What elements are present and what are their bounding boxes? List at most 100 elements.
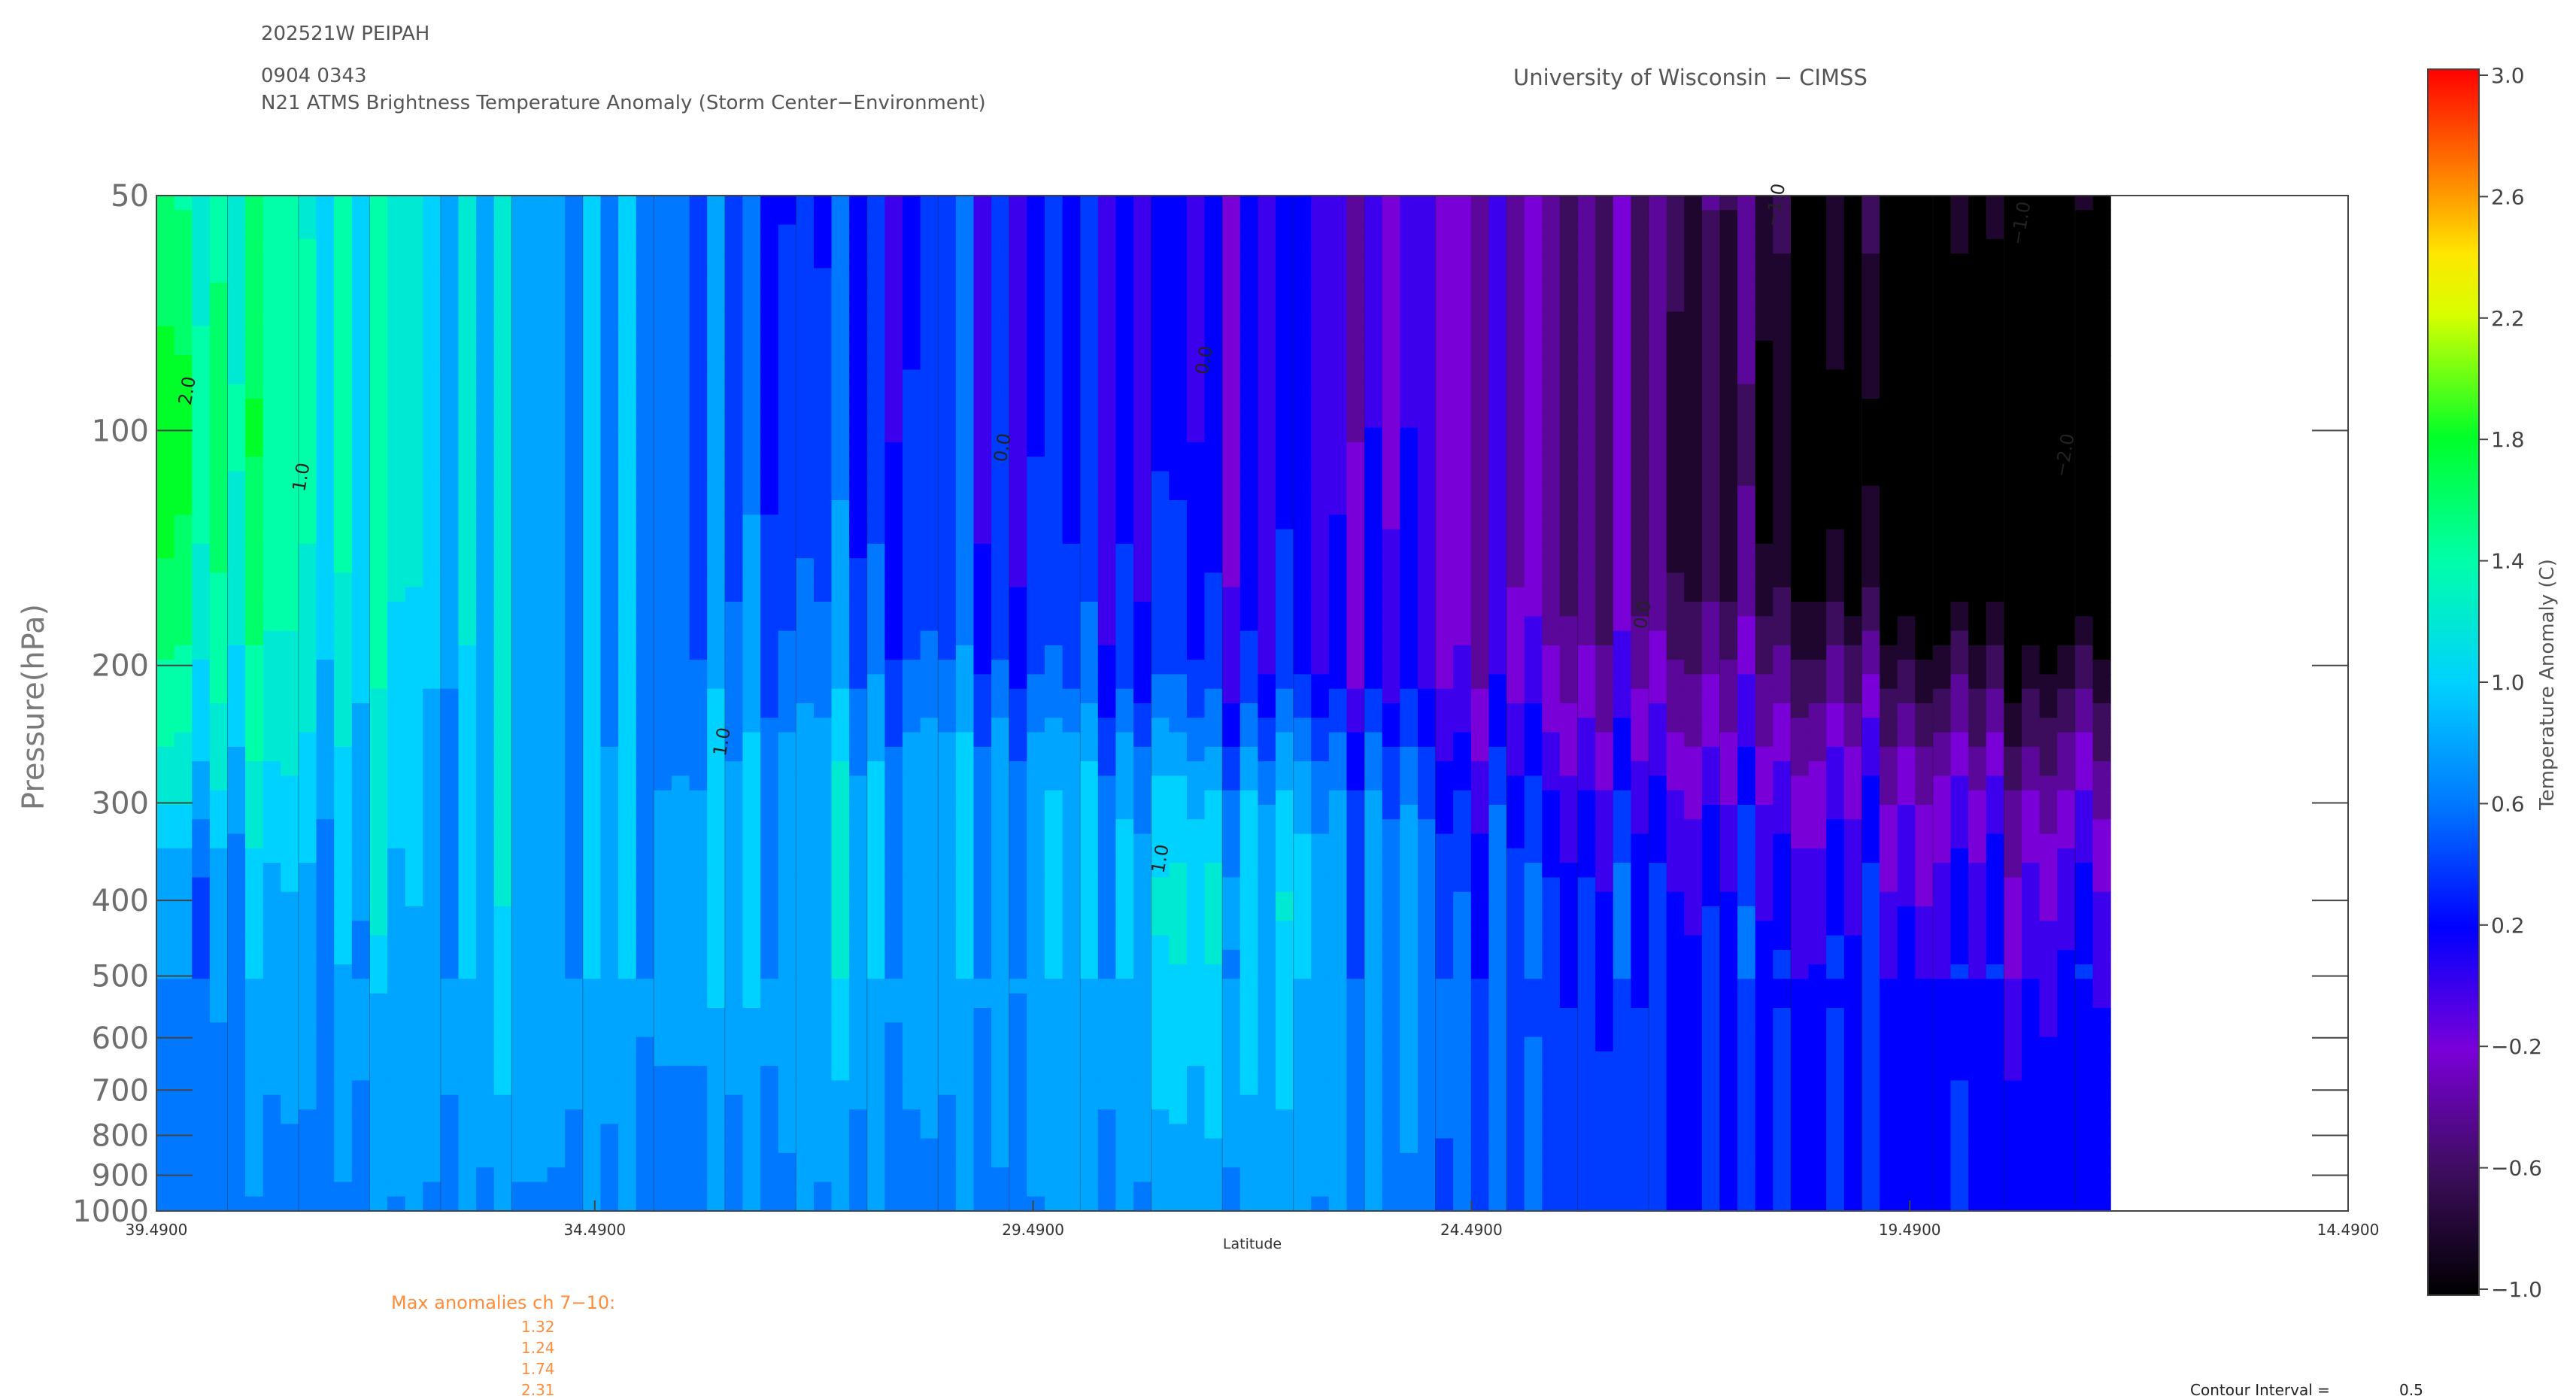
field-cell (298, 848, 317, 863)
field-cell (1080, 630, 1099, 646)
field-cell (582, 297, 602, 312)
field-cell (1239, 833, 1258, 849)
field-cell (973, 1036, 992, 1052)
field-cell (582, 572, 602, 588)
field-cell (1417, 340, 1437, 356)
field-cell (565, 993, 584, 1009)
field-cell (1080, 1080, 1099, 1096)
field-cell (1364, 1182, 1383, 1197)
field-cell (387, 660, 406, 675)
field-cell (1328, 485, 1348, 501)
field-cell (493, 761, 512, 777)
field-cell (760, 485, 779, 501)
field-cell (920, 1008, 939, 1023)
field-cell (511, 645, 530, 660)
field-cell (724, 196, 744, 211)
field-cell (547, 718, 566, 733)
field-cell (689, 558, 708, 574)
field-cell (831, 355, 850, 371)
field-cell (1364, 819, 1383, 835)
field-cell (1204, 863, 1223, 879)
field-cell (1293, 471, 1312, 487)
field-cell (547, 949, 566, 965)
field-cell (903, 645, 921, 660)
field-cell (1364, 268, 1383, 284)
field-cell (724, 399, 744, 414)
field-cell (849, 457, 868, 472)
field-cell (866, 775, 885, 791)
field-cell (707, 660, 726, 675)
field-cell (156, 543, 175, 559)
field-cell (529, 761, 548, 777)
field-cell (1311, 732, 1330, 748)
field-cell (1133, 543, 1152, 559)
field-cell (476, 1182, 495, 1197)
field-cell (991, 311, 1010, 327)
field-cell (1097, 326, 1117, 341)
field-cell (742, 1066, 761, 1082)
field-cell (1293, 268, 1312, 284)
field-cell (1258, 253, 1276, 269)
field-cell (1293, 645, 1312, 660)
field-cell (1080, 369, 1099, 385)
field-cell (458, 703, 477, 718)
field-cell (991, 1196, 1010, 1211)
field-cell (316, 500, 335, 515)
field-cell (1080, 993, 1099, 1009)
field-cell (476, 543, 495, 559)
field-cell (351, 442, 371, 457)
field-cell (1239, 471, 1258, 487)
field-cell (351, 891, 371, 907)
field-cell (1382, 1152, 1400, 1168)
field-cell (618, 224, 637, 240)
field-cell (724, 355, 744, 371)
field-cell (1346, 630, 1365, 646)
field-cell (1186, 238, 1206, 254)
field-cell (458, 238, 477, 254)
field-cell (227, 238, 246, 254)
field-cell (903, 500, 921, 515)
field-cell (1062, 529, 1081, 545)
field-cell (618, 196, 637, 211)
field-cell (1151, 718, 1170, 733)
field-cell (1204, 572, 1223, 588)
field-cell (476, 848, 495, 863)
field-cell (1133, 906, 1152, 921)
field-cell (493, 645, 512, 660)
field-cell (1311, 282, 1330, 298)
field-cell (1169, 1094, 1188, 1110)
field-cell (387, 587, 406, 602)
field-cell (1222, 703, 1241, 718)
field-cell (440, 630, 460, 646)
field-cell (1097, 906, 1117, 921)
field-cell (476, 355, 495, 371)
field-cell (334, 442, 353, 457)
field-cell (903, 1008, 921, 1023)
field-cell (1328, 369, 1348, 385)
field-cell (582, 602, 602, 617)
field-cell (529, 877, 548, 893)
field-cell (351, 399, 371, 414)
field-cell (298, 543, 317, 559)
field-cell (262, 442, 281, 457)
field-cell (1151, 210, 1170, 226)
field-cell (636, 326, 654, 341)
field-cell (493, 572, 512, 588)
field-cell (316, 311, 335, 327)
field-cell (938, 442, 957, 457)
field-cell (582, 949, 602, 965)
field-cell (565, 1022, 584, 1038)
field-cell (405, 427, 423, 443)
field-cell (991, 326, 1010, 341)
field-cell (689, 210, 708, 226)
field-cell (1382, 1138, 1400, 1154)
field-cell (1258, 848, 1276, 863)
field-cell (778, 210, 796, 226)
field-cell (1364, 253, 1383, 269)
field-cell (1346, 718, 1365, 733)
field-cell (369, 732, 388, 748)
field-cell (600, 340, 619, 356)
field-cell (316, 761, 335, 777)
field-cell (262, 210, 281, 226)
field-cell (1115, 311, 1134, 327)
